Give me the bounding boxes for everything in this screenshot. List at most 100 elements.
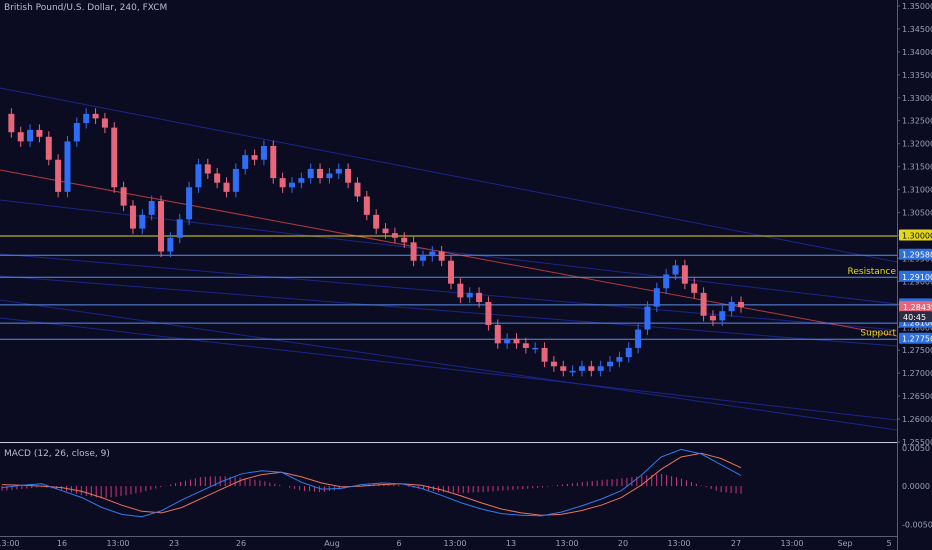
- x-tick-label: 13:00: [0, 539, 20, 548]
- candle-body[interactable]: [644, 306, 651, 330]
- candle-body[interactable]: [681, 265, 688, 284]
- y-tick-label: 1.27500: [902, 346, 932, 355]
- level-tag-label: 1.28100: [902, 319, 932, 328]
- candle-body[interactable]: [550, 361, 557, 367]
- current-price-label: 1.28439: [903, 303, 932, 312]
- candle-body[interactable]: [466, 292, 473, 298]
- candle-body[interactable]: [363, 196, 370, 215]
- candle-body[interactable]: [700, 292, 707, 316]
- candle-body[interactable]: [709, 315, 716, 321]
- signal-line: [1, 452, 742, 516]
- candle-body[interactable]: [691, 283, 698, 293]
- current-price-tag: [899, 301, 932, 313]
- y-tick-label: 1.33000: [902, 94, 932, 103]
- candle-body[interactable]: [279, 178, 286, 188]
- candle-body[interactable]: [345, 168, 352, 183]
- level-tag-label: 1.27750: [902, 335, 932, 344]
- candle-body[interactable]: [167, 237, 174, 252]
- x-tick-label: Sep: [837, 539, 852, 548]
- candle-body[interactable]: [588, 366, 595, 371]
- candle-body[interactable]: [419, 256, 426, 261]
- y-tick-label: 1.32000: [902, 140, 932, 149]
- y-tick-label: 1.33500: [902, 71, 932, 80]
- candle-body[interactable]: [288, 182, 295, 188]
- candle-body[interactable]: [232, 168, 239, 192]
- candle-body[interactable]: [27, 129, 34, 142]
- candle-body[interactable]: [120, 187, 127, 206]
- candle-body[interactable]: [448, 260, 455, 284]
- candle-body[interactable]: [410, 242, 417, 261]
- y-tick-label: 1.34000: [902, 48, 932, 57]
- candle-body[interactable]: [457, 283, 464, 298]
- channel-line: [0, 299, 898, 431]
- candle-body[interactable]: [139, 214, 146, 229]
- candle-body[interactable]: [653, 288, 660, 307]
- candle-body[interactable]: [719, 311, 726, 321]
- x-tick-label: Aug: [324, 539, 340, 548]
- candle-body[interactable]: [354, 182, 361, 197]
- candle-body[interactable]: [101, 118, 108, 128]
- candle-body[interactable]: [45, 136, 52, 160]
- candle-body[interactable]: [504, 338, 511, 344]
- candle-body[interactable]: [204, 164, 211, 174]
- candle-body[interactable]: [8, 113, 15, 133]
- candle-body[interactable]: [55, 159, 62, 192]
- candle-body[interactable]: [494, 324, 501, 344]
- candle-body[interactable]: [83, 113, 90, 124]
- candle-body[interactable]: [625, 347, 632, 358]
- candle-body[interactable]: [36, 129, 43, 137]
- candle-body[interactable]: [335, 168, 342, 174]
- candle-body[interactable]: [532, 347, 539, 350]
- candle-body[interactable]: [485, 302, 492, 325]
- level-tag-label: 1.29100: [902, 273, 932, 282]
- macd-y-tick-label: 0.0050: [902, 444, 930, 453]
- candle-body[interactable]: [214, 173, 221, 183]
- candle-body[interactable]: [148, 201, 155, 215]
- candle-body[interactable]: [195, 164, 202, 188]
- candle-body[interactable]: [326, 173, 333, 179]
- candle-body[interactable]: [476, 292, 483, 303]
- candle-body[interactable]: [73, 123, 80, 142]
- candle-body[interactable]: [663, 274, 670, 289]
- candle-body[interactable]: [560, 366, 567, 371]
- candle-body[interactable]: [522, 343, 529, 348]
- candle-body[interactable]: [513, 338, 520, 344]
- candle-body[interactable]: [738, 302, 744, 308]
- candle-body[interactable]: [242, 155, 249, 169]
- candle-body[interactable]: [578, 366, 585, 371]
- candle-body[interactable]: [438, 251, 445, 261]
- candle-body[interactable]: [17, 132, 24, 142]
- candle-body[interactable]: [401, 237, 408, 243]
- candle-body[interactable]: [251, 155, 258, 160]
- candle-body[interactable]: [317, 168, 324, 179]
- candle-body[interactable]: [607, 361, 614, 367]
- candle-body[interactable]: [382, 228, 389, 234]
- candle-body[interactable]: [541, 347, 548, 362]
- candle-body[interactable]: [223, 182, 230, 192]
- candle-body[interactable]: [176, 219, 183, 238]
- candle-body[interactable]: [391, 233, 398, 238]
- candle-body[interactable]: [728, 302, 735, 312]
- candle-body[interactable]: [158, 201, 165, 252]
- candle-body[interactable]: [111, 127, 118, 188]
- candle-body[interactable]: [569, 370, 576, 373]
- candle-body[interactable]: [129, 205, 136, 229]
- candle-body[interactable]: [307, 168, 314, 179]
- candle-body[interactable]: [429, 251, 436, 257]
- candle-body[interactable]: [597, 366, 604, 371]
- candle-body[interactable]: [270, 145, 277, 179]
- candle-body[interactable]: [64, 141, 71, 192]
- candle-body[interactable]: [373, 214, 380, 229]
- candle-body[interactable]: [616, 357, 623, 362]
- candle-body[interactable]: [672, 265, 679, 275]
- candle-body[interactable]: [298, 178, 305, 183]
- candle-body[interactable]: [260, 145, 267, 160]
- candle-body[interactable]: [635, 329, 642, 348]
- candle-body[interactable]: [92, 113, 99, 119]
- candle-body[interactable]: [186, 187, 193, 220]
- y-tick-label: 1.27000: [902, 369, 932, 378]
- x-tick-label: 13:00: [780, 539, 803, 548]
- level-tag-label: 1.29580: [902, 251, 932, 260]
